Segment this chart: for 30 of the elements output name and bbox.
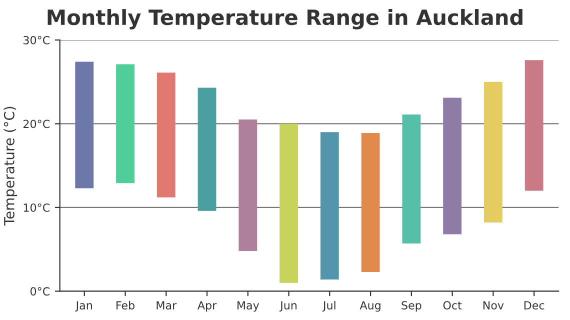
x-tick-label: Aug (360, 301, 380, 312)
y-tick-label: 10°C (24, 203, 50, 212)
bar (280, 124, 298, 283)
y-tick-label: 20°C (23, 120, 50, 128)
bar (156, 72, 176, 198)
bar (484, 82, 502, 223)
bar (75, 62, 94, 188)
bar (116, 64, 134, 184)
bar (361, 132, 380, 272)
x-tick-label: Jan (75, 301, 92, 312)
x-tick-label: Sep (402, 301, 422, 312)
x-tick-label: Jul (322, 300, 336, 312)
y-axis-title: Temperature (°C) (4, 106, 18, 226)
bar (320, 132, 339, 280)
x-tick-label: Apr (198, 301, 217, 312)
bar (198, 88, 216, 211)
x-tick-label: May (238, 301, 260, 312)
x-tick-label: Mar (156, 301, 177, 310)
x-tick-label: Oct (443, 301, 462, 310)
x-tick-label: Jun (280, 301, 297, 312)
x-tick-label: Nov (483, 301, 504, 310)
y-tick-label: 0°C (30, 287, 50, 296)
y-tick-label: 30°C (24, 36, 50, 44)
bar (402, 114, 421, 244)
bar (524, 60, 544, 191)
x-tick-label: Feb (116, 300, 134, 310)
bar (238, 120, 258, 252)
x-tick-label: Dec (524, 301, 544, 310)
chart-title: Monthly Temperature Range in Auckland (48, 9, 522, 30)
bar (443, 98, 462, 234)
